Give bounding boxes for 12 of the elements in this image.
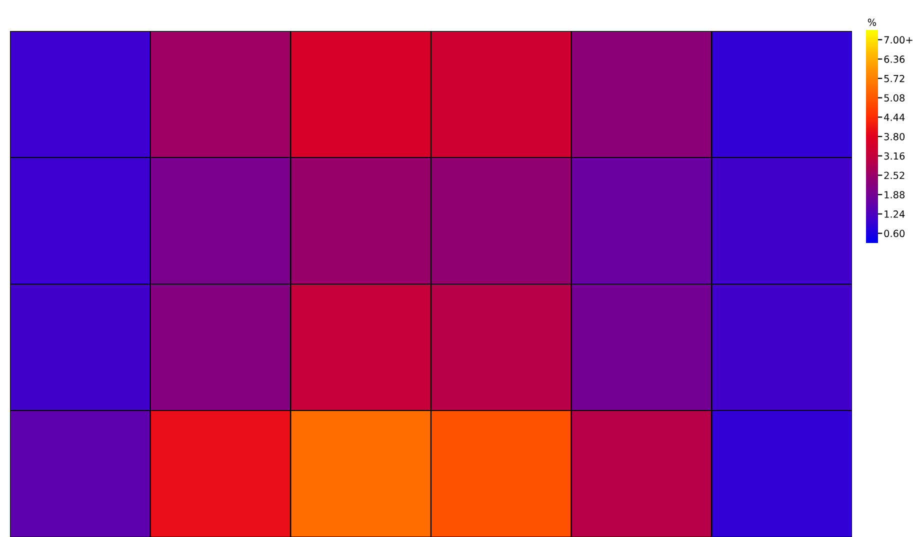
color-bar-title: %: [868, 18, 876, 26]
color-bar-label: 5.72: [884, 74, 904, 82]
color-bar-label: 2.52: [884, 172, 904, 180]
color-bar-label: 1.24: [884, 210, 905, 218]
color-bar-label: 3.16: [884, 152, 905, 160]
color-bar-label: 6.36: [884, 56, 905, 63]
color-bar-label: 3.80: [884, 132, 905, 140]
color-bar-label: 1.88: [884, 191, 905, 198]
color-bar-label: 0.60: [884, 230, 905, 238]
color-bar-label: 5.08: [884, 94, 905, 102]
color-bar-label: 4.44: [884, 114, 905, 121]
color-bar-label: 7.00+: [884, 36, 912, 44]
